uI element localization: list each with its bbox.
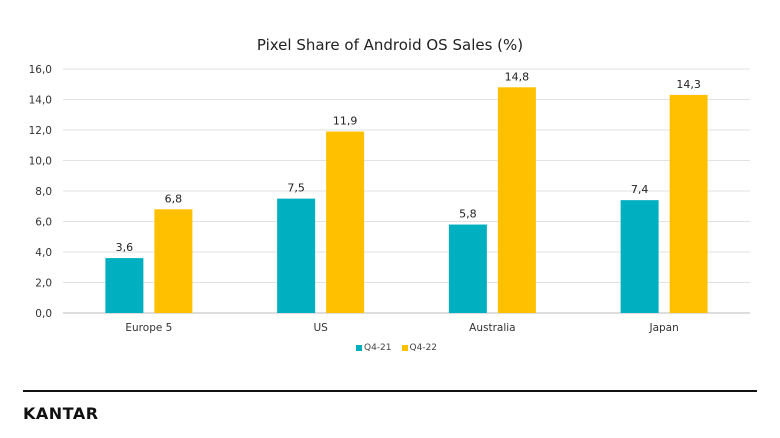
y-tick-label: 16,0 [29,64,52,76]
legend-item-q4-21: Q4-21 [356,343,392,353]
y-tick-label: 6,0 [35,217,52,229]
bar-q4-22 [669,94,708,313]
legend-swatch [401,345,408,351]
legend: Q4-21 Q4-22 [356,343,437,353]
bar-q4-21 [277,198,316,313]
bar-q4-22 [497,87,536,313]
bar-q4-22 [154,209,193,313]
data-label: 14,3 [676,78,701,91]
x-tick-label: Australia [469,322,515,334]
bar-q4-21 [105,258,144,313]
data-label: 3,6 [116,241,134,254]
y-tick-label: 2,0 [35,278,52,290]
x-tick-label: Europe 5 [125,322,172,334]
bar-q4-21 [620,200,659,313]
data-label: 7,5 [287,182,305,195]
bar-q4-21 [448,224,487,313]
data-label: 11,9 [333,115,358,128]
legend-swatch [356,345,362,351]
data-label: 6,8 [165,192,183,205]
y-tick-label: 4,0 [35,247,52,259]
bar-q4-22 [326,131,365,313]
y-tick-label: 0,0 [35,308,52,320]
data-label: 7,4 [631,183,649,196]
legend-label: Q4-22 [409,343,438,353]
y-tick-label: 14,0 [29,95,52,107]
legend-label: Q4-21 [364,343,392,353]
legend-item-q4-22: Q4-22 [401,343,438,353]
kantar-logo: KANTAR [23,404,99,423]
chart-title: Pixel Share of Android OS Sales (%) [256,36,524,54]
y-tick-label: 12,0 [29,125,52,137]
data-label: 5,8 [459,208,477,221]
divider [23,390,757,392]
x-tick-label: Japan [648,322,678,334]
data-label: 14,8 [505,70,530,83]
y-tick-label: 10,0 [29,156,52,168]
y-tick-label: 8,0 [35,186,52,198]
x-tick-label: US [313,322,328,334]
